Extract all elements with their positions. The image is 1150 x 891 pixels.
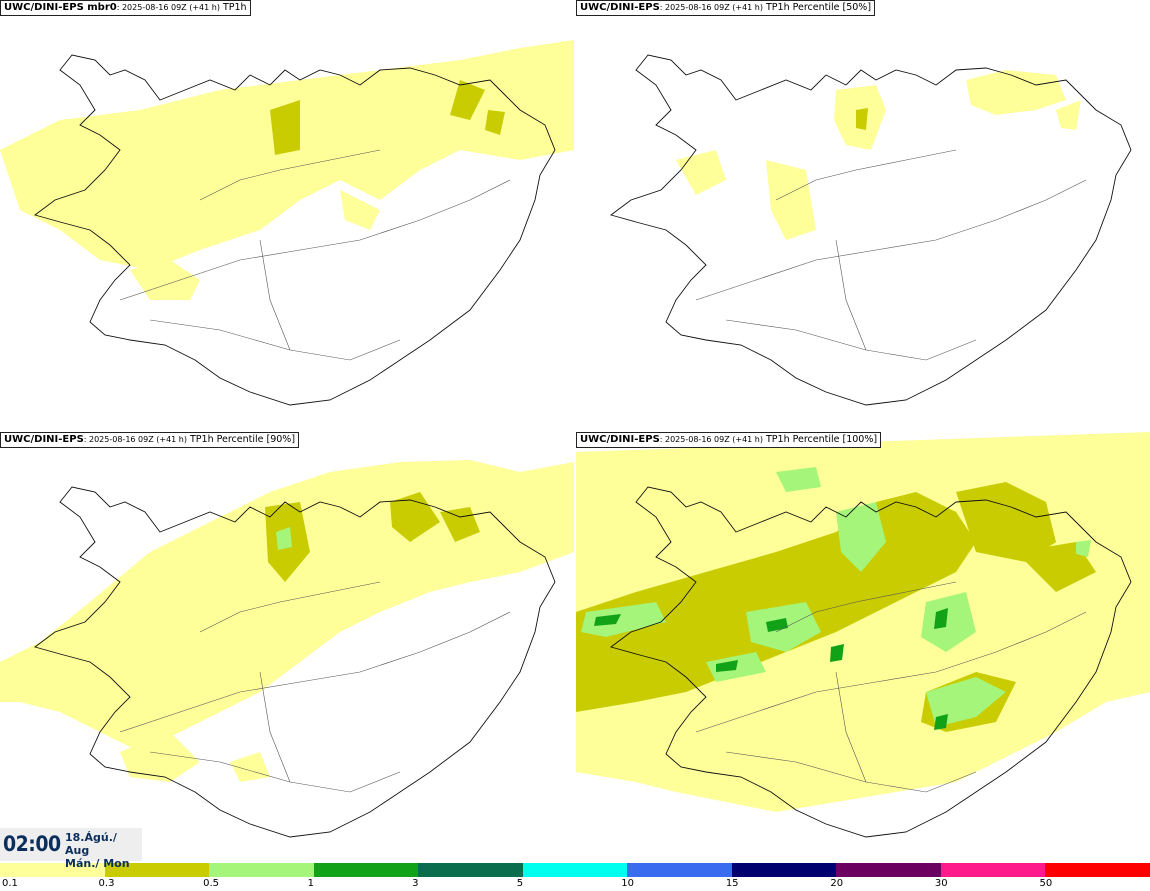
colorbar-label: 0.5 [203,878,219,889]
valid-date-line1: 18.Ágú./ Aug [65,831,117,857]
precip-olive [856,108,868,130]
model-name: UWC/DINI-EPS mbr0 [4,2,117,13]
colorbar-segment [1045,863,1150,877]
valid-date-line2: Mán./ Mon [65,857,130,870]
run-info: : 2025-08-16 09Z (+41 h) [659,435,763,444]
colorbar-label: 10 [621,878,634,889]
colorbar-segment [313,863,419,877]
colorbar-segment [0,863,106,877]
colorbar-label: 1 [307,878,314,889]
colorbar-segment [836,863,942,877]
colorbar-label: 20 [830,878,844,889]
map-panel-p90: UWC/DINI-EPS: 2025-08-16 09Z (+41 h) TP1… [0,432,574,857]
iceland-map [0,460,574,838]
coastline [610,54,1132,406]
colorbar-segment [522,863,628,877]
iceland-map [0,40,574,406]
colorbar-label: 5 [516,878,524,889]
roads [119,149,511,361]
roads [695,581,1087,793]
model-name: UWC/DINI-EPS [4,434,84,445]
field-name: TP1h Percentile [90%] [186,434,296,445]
map-panel-mbr0: UWC/DINI-EPS mbr0: 2025-08-16 09Z (+41 h… [0,0,574,425]
roads [119,581,511,793]
panel-title: UWC/DINI-EPS: 2025-08-16 09Z (+41 h) TP1… [0,432,300,448]
colorbar-label: 3 [412,878,419,889]
valid-time-box: 02:00 18.Ágú./ Aug Mán./ Mon [0,828,142,870]
valid-hour: 02:00 [3,832,61,856]
precip-green [594,608,948,730]
coastline [34,54,556,406]
colorbar-label: 0.1 [2,878,18,889]
colorbar-segment [940,863,1046,877]
colorbar-segment [627,863,733,877]
model-name: UWC/DINI-EPS [580,2,660,13]
precip-lightgreen [276,527,292,550]
colorbar-label: 0.3 [98,878,115,889]
map-panel-p100: UWC/DINI-EPS: 2025-08-16 09Z (+41 h) TP1… [576,432,1150,857]
colorbar-label: 50 [1039,878,1053,889]
panel-title: UWC/DINI-EPS: 2025-08-16 09Z (+41 h) TP1… [576,432,882,448]
coastline [34,486,556,838]
precip-yellow [0,40,574,300]
precip-colorbar: 0.1 0.3 0.5 1 3 5 10 15 20 30 50 [0,861,1150,891]
run-info: : 2025-08-16 09Z (+41 h) [83,435,187,444]
field-name: TP1h Percentile [50%] [762,2,872,13]
colorbar-label: 15 [725,878,739,889]
model-name: UWC/DINI-EPS [580,434,660,445]
precip-olive [270,80,505,155]
roads [695,149,1087,361]
precip-yellow [676,70,1081,240]
panel-title: UWC/DINI-EPS: 2025-08-16 09Z (+41 h) TP1… [576,0,876,16]
colorbar-label: 30 [934,878,948,889]
valid-date: 18.Ágú./ Aug Mán./ Mon [65,831,142,870]
colorbar-segment [731,863,837,877]
precip-lightgreen [581,467,1091,727]
map-panel-p50: UWC/DINI-EPS: 2025-08-16 09Z (+41 h) TP1… [576,0,1150,425]
colorbar-segment [418,863,524,877]
coastline [610,486,1132,838]
field-name: TP1h [219,2,247,13]
panel-title: UWC/DINI-EPS mbr0: 2025-08-16 09Z (+41 h… [0,0,251,16]
run-info: : 2025-08-16 09Z (+41 h) [116,3,220,12]
field-name: TP1h Percentile [100%] [762,434,878,445]
precip-yellow [0,460,574,782]
iceland-map [576,432,1150,838]
run-info: : 2025-08-16 09Z (+41 h) [659,3,763,12]
colorbar-segment [104,863,210,877]
iceland-map [610,54,1132,406]
colorbar-segment [209,863,315,877]
